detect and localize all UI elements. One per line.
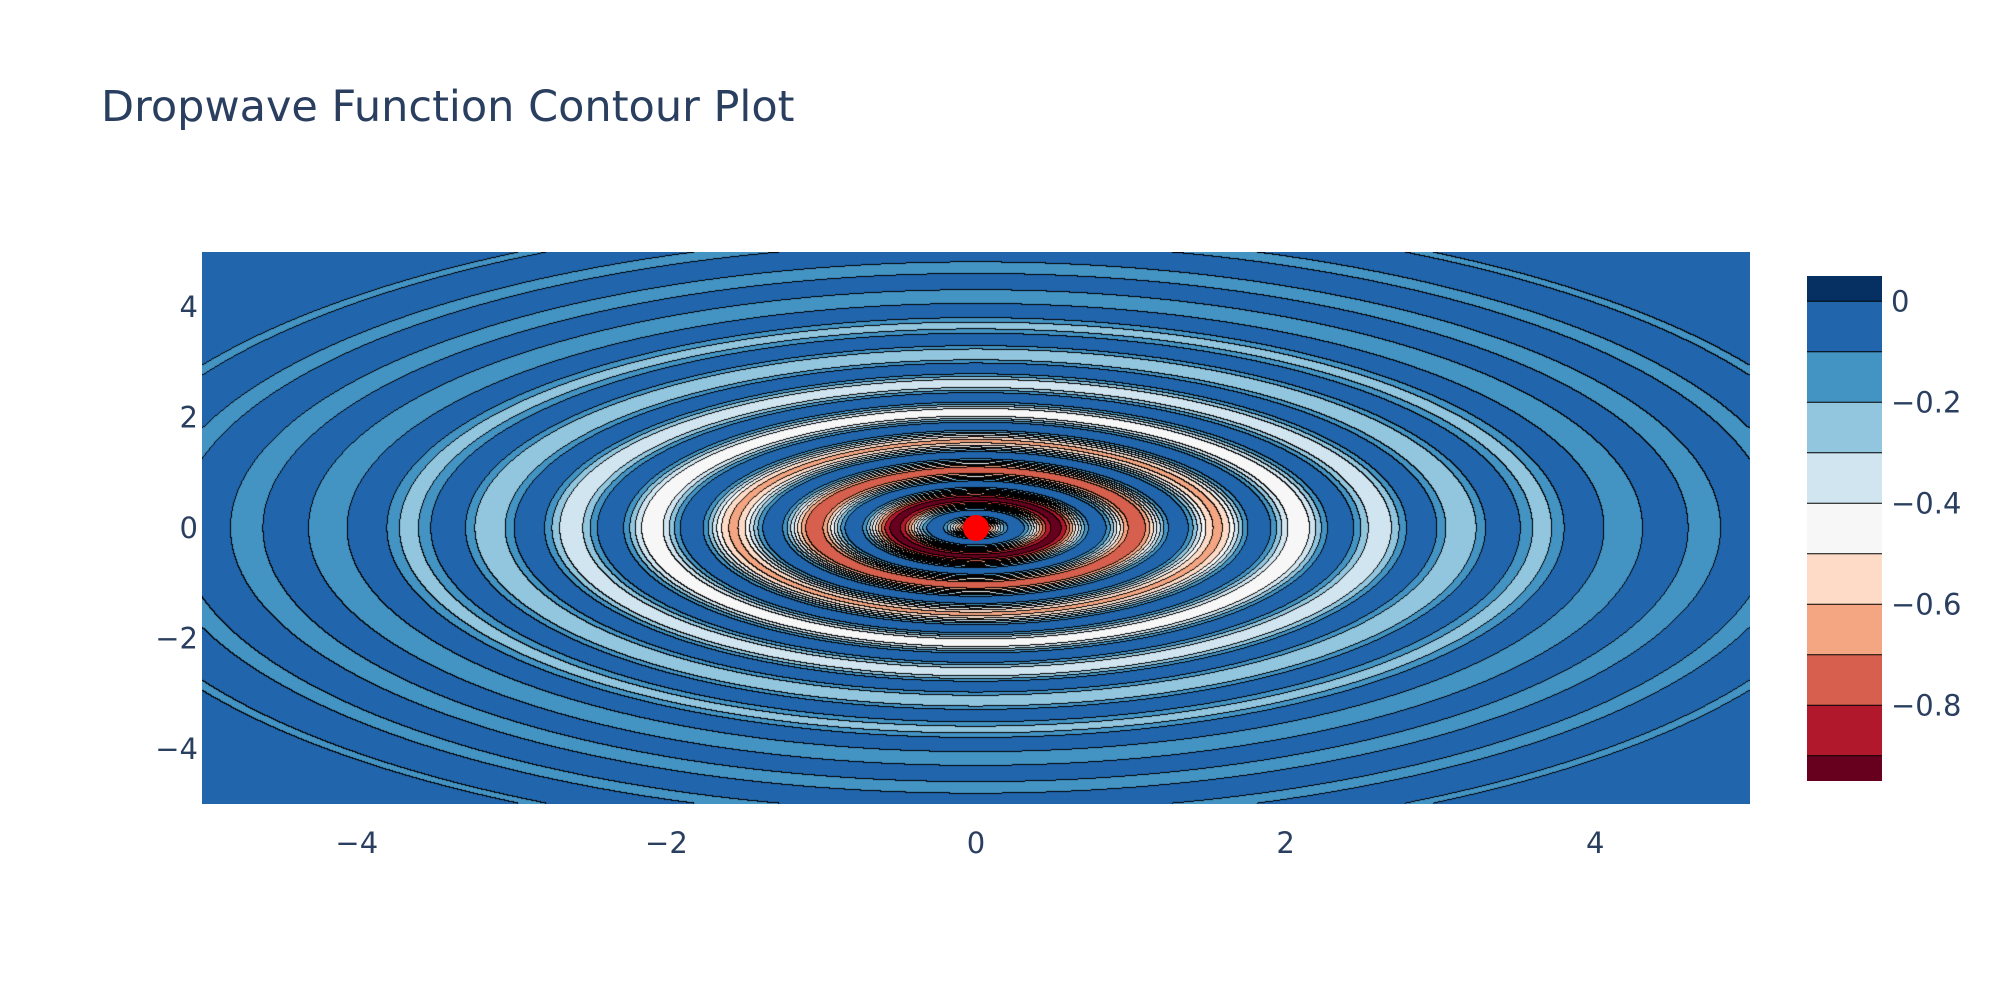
- colorbar-tick-label: −0.4: [1891, 486, 1961, 520]
- y-tick-label: 2: [180, 401, 198, 435]
- colorbar-band: [1807, 402, 1882, 453]
- marker-layer: [963, 515, 989, 541]
- colorbar-tick-label: −0.2: [1891, 385, 1961, 419]
- y-tick-label: −4: [155, 732, 198, 766]
- x-tick-label: 2: [1276, 826, 1294, 860]
- colorbar-band: [1807, 452, 1882, 504]
- y-tick-label: 4: [180, 290, 198, 324]
- x-tick-label: 4: [1586, 826, 1604, 860]
- colorbar-band: [1807, 553, 1882, 605]
- y-tick-label: −2: [155, 621, 198, 655]
- colorbar-band: [1807, 301, 1882, 352]
- y-tick-label: 0: [180, 511, 198, 545]
- colorbar-band: [1807, 654, 1882, 706]
- colorbar-band: [1807, 276, 1882, 302]
- colorbar-band: [1807, 604, 1882, 655]
- colorbar-band: [1807, 755, 1882, 781]
- plot-area: [202, 252, 1750, 804]
- y-axis: 4 2 0 −2 −4: [155, 290, 198, 766]
- colorbar: 0 −0.2 −0.4 −0.6 −0.8: [1807, 276, 1961, 781]
- x-axis: −4 −2 0 2 4: [335, 826, 1604, 860]
- chart-title: Dropwave Function Contour Plot: [101, 82, 795, 132]
- colorbar-band: [1807, 705, 1882, 756]
- colorbar-band: [1807, 503, 1882, 554]
- colorbar-tick-label: −0.8: [1891, 688, 1961, 722]
- x-tick-label: 0: [967, 826, 985, 860]
- colorbar-tick-label: 0: [1891, 284, 1909, 318]
- x-tick-label: −4: [335, 826, 378, 860]
- colorbar-band: [1807, 351, 1882, 403]
- x-tick-label: −2: [645, 826, 688, 860]
- colorbar-tick-label: −0.6: [1891, 587, 1961, 621]
- minimum-marker: [963, 515, 989, 541]
